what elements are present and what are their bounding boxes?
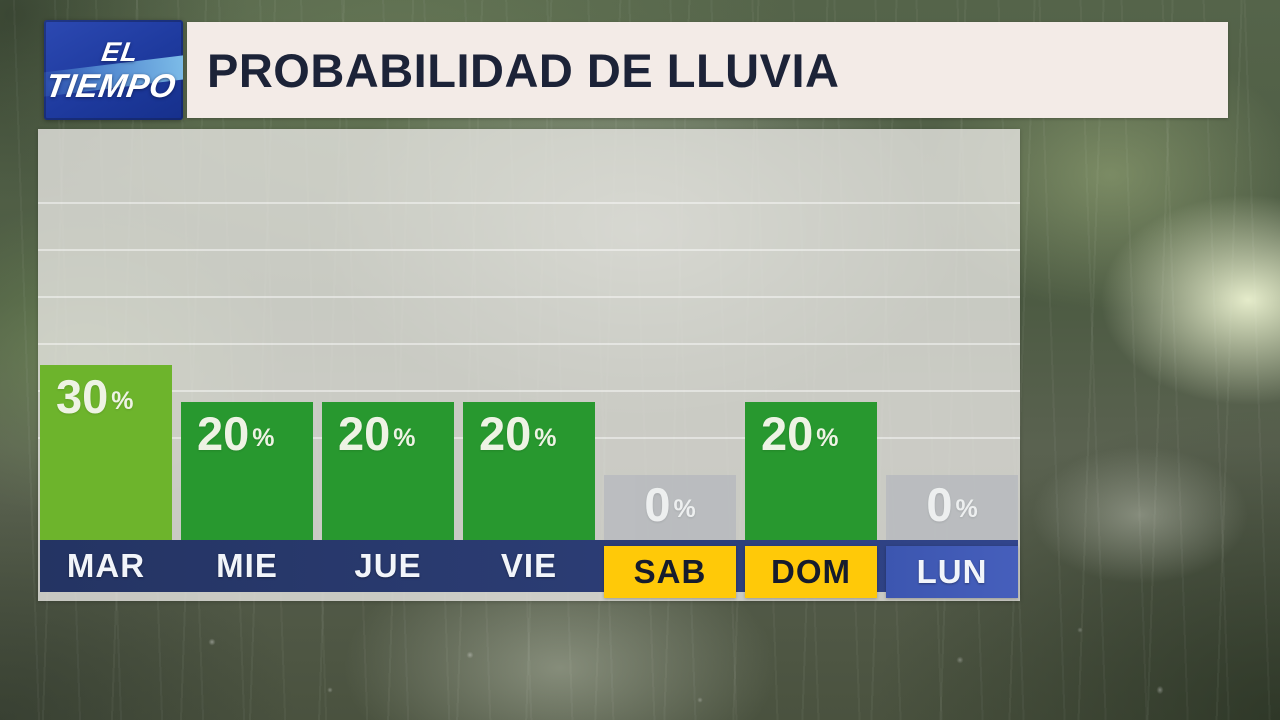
bar-value-number-vie: 20 <box>479 407 532 460</box>
percent-sign-mie: % <box>252 424 275 452</box>
bar-value-vie: 20% <box>463 402 595 457</box>
percent-sign-vie: % <box>534 424 557 452</box>
bar-dom: 20% <box>745 402 877 540</box>
bar-value-mar: 30% <box>40 365 172 420</box>
bar-value-sab: 0% <box>604 475 736 528</box>
bar-value-number-jue: 20 <box>338 407 391 460</box>
bars: 30% 20% 20% 20% 0% 20% 0% <box>40 129 1018 540</box>
page-title: PROBABILIDAD DE LLUVIA <box>207 43 840 97</box>
percent-sign-jue: % <box>393 424 416 452</box>
day-label-jue: JUE <box>354 547 422 584</box>
weekend-highlight-sab: SAB <box>604 546 736 598</box>
bar-value-mie: 20% <box>181 402 313 457</box>
bar-sab: 0% <box>604 475 736 540</box>
bar-value-number-mie: 20 <box>197 407 250 460</box>
bar-value-lun: 0% <box>886 475 1018 528</box>
day-label-lun: LUN <box>916 553 988 590</box>
day-label-mie: MIE <box>216 547 278 584</box>
day-cell-mar: MAR <box>40 540 172 592</box>
day-label-mar: MAR <box>66 547 146 584</box>
logo-text-tiempo: TIEMPO <box>44 66 179 104</box>
logo-text: EL TIEMPO <box>44 20 183 120</box>
percent-sign-sab: % <box>673 495 696 523</box>
day-label-vie: VIE <box>500 547 558 584</box>
bar-value-number-lun: 0 <box>926 478 953 531</box>
bar-mar: 30% <box>40 365 172 540</box>
day-cell-jue: JUE <box>322 540 454 592</box>
next-week-highlight-lun: LUN <box>886 546 1018 598</box>
day-strip: MAR MIE JUE VIE SAB DOM LUN <box>40 540 1018 598</box>
chart-panel: 30% 20% 20% 20% 0% 20% 0% MAR MIE JUE VIE SAB DOM LU… <box>38 129 1020 601</box>
bar-mie: 20% <box>181 402 313 540</box>
day-cell-sab: SAB <box>604 540 736 598</box>
bar-value-number-dom: 20 <box>761 407 814 460</box>
percent-sign-mar: % <box>111 387 134 415</box>
bar-value-dom: 20% <box>745 402 877 457</box>
title-bar: PROBABILIDAD DE LLUVIA <box>187 22 1228 118</box>
bar-lun: 0% <box>886 475 1018 540</box>
day-cell-dom: DOM <box>745 540 877 598</box>
day-label-sab: SAB <box>633 553 707 590</box>
bar-vie: 20% <box>463 402 595 540</box>
day-cell-lun: LUN <box>886 540 1018 598</box>
day-cell-vie: VIE <box>463 540 595 592</box>
day-cell-mie: MIE <box>181 540 313 592</box>
day-label-dom: DOM <box>771 553 851 590</box>
percent-sign-lun: % <box>955 495 978 523</box>
el-tiempo-logo: EL TIEMPO <box>44 20 183 120</box>
logo-text-el: EL <box>99 36 142 67</box>
weekend-highlight-dom: DOM <box>745 546 877 598</box>
bar-value-number-mar: 30 <box>56 370 109 423</box>
bar-value-jue: 20% <box>322 402 454 457</box>
percent-sign-dom: % <box>816 424 839 452</box>
bar-jue: 20% <box>322 402 454 540</box>
bar-value-number-sab: 0 <box>644 478 671 531</box>
